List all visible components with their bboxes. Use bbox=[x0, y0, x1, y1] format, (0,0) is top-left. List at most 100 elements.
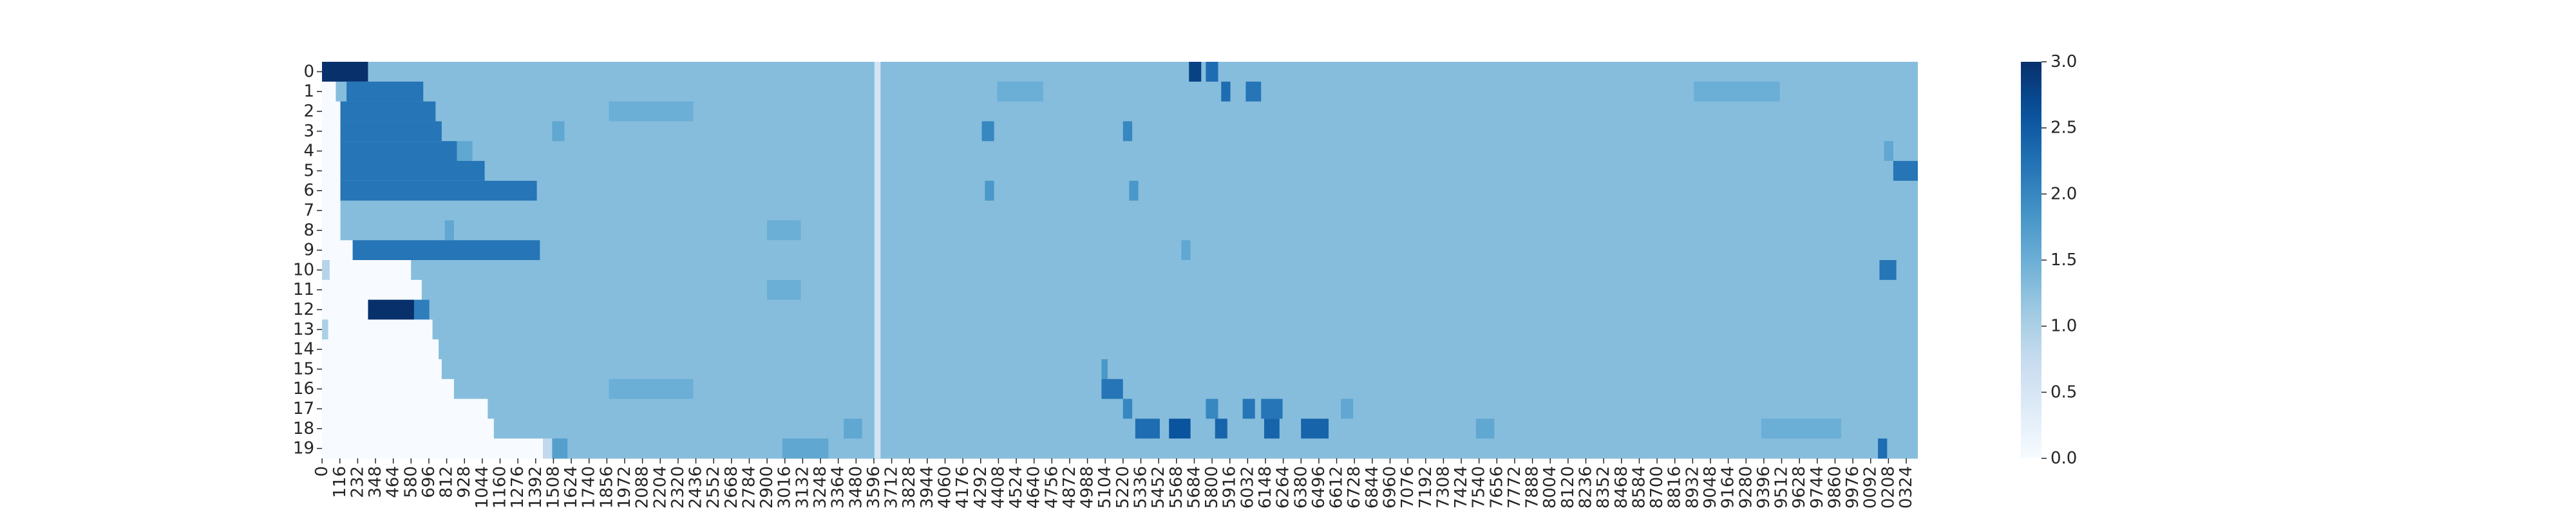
heatmap-cell bbox=[411, 260, 1918, 281]
heatmap-cell bbox=[322, 260, 330, 281]
y-tick-label: 5 bbox=[303, 161, 314, 180]
x-tick-label: 4176 bbox=[953, 466, 972, 509]
heatmap-cell bbox=[340, 200, 1918, 221]
x-tick-label: 4640 bbox=[1025, 466, 1044, 509]
colorbar-tick-label: 2.0 bbox=[2050, 184, 2077, 203]
x-tick-label: 9744 bbox=[1808, 466, 1827, 509]
x-tick-label: 7540 bbox=[1470, 466, 1489, 509]
x-tick-label: 2320 bbox=[668, 466, 688, 509]
x-tick-label: 6960 bbox=[1380, 466, 1399, 509]
x-tick-label: 3480 bbox=[846, 466, 866, 509]
y-tick-label: 19 bbox=[293, 439, 314, 458]
x-tick-label: 4524 bbox=[1007, 466, 1026, 509]
x-tick-label: 1044 bbox=[473, 466, 492, 509]
x-tick-label: 6380 bbox=[1291, 466, 1311, 509]
x-tick-label: 580 bbox=[401, 466, 421, 498]
y-tick-label: 18 bbox=[293, 419, 314, 438]
x-tick-label: 3016 bbox=[775, 466, 795, 509]
x-tick-label: 7772 bbox=[1505, 466, 1524, 509]
x-tick-label: 4408 bbox=[989, 466, 1008, 509]
heatmap-cell bbox=[429, 299, 1918, 320]
x-tick-label: 8004 bbox=[1540, 466, 1560, 509]
x-axis-ticks: 0116232348464580696812928104411601276139… bbox=[312, 458, 1916, 509]
heatmap-cell bbox=[609, 379, 694, 400]
heatmap-cell bbox=[1475, 418, 1495, 439]
x-tick-label: 0 bbox=[312, 466, 332, 477]
heatmap-cell bbox=[322, 438, 544, 459]
heatmap-cell bbox=[439, 339, 1918, 360]
heatmap-cell bbox=[340, 141, 457, 162]
x-tick-label: 232 bbox=[348, 466, 367, 498]
heatmap-cell bbox=[1129, 180, 1139, 201]
heatmap-cell bbox=[782, 438, 829, 459]
x-tick-label: 116 bbox=[330, 466, 350, 498]
y-tick-label: 8 bbox=[303, 221, 314, 240]
x-tick-label: 8468 bbox=[1612, 466, 1631, 509]
heatmap-cell bbox=[340, 141, 1918, 162]
heatmap-cell bbox=[340, 220, 1918, 241]
x-tick-label: 0092 bbox=[1861, 466, 1880, 509]
colorbar-tick-label: 3.0 bbox=[2050, 52, 2077, 71]
y-tick-label: 14 bbox=[293, 340, 314, 359]
x-tick-label: 5916 bbox=[1220, 466, 1240, 509]
x-tick-label: 2436 bbox=[687, 466, 706, 509]
colorbar-tick-label: 2.5 bbox=[2050, 118, 2077, 138]
heatmap-cell bbox=[493, 418, 1918, 439]
heatmap-cell bbox=[1245, 81, 1262, 102]
heatmap-cell bbox=[352, 240, 1918, 261]
x-tick-label: 7888 bbox=[1523, 466, 1542, 509]
heatmap-cell bbox=[552, 121, 565, 142]
heatmap-cell bbox=[1122, 398, 1133, 419]
x-tick-label: 6148 bbox=[1256, 466, 1275, 509]
x-tick-label: 3248 bbox=[811, 466, 830, 509]
x-tick-label: 1276 bbox=[508, 466, 527, 509]
heatmap-cell bbox=[766, 220, 801, 241]
x-tick-label: 2668 bbox=[722, 466, 741, 509]
x-tick-label: 8352 bbox=[1594, 466, 1613, 509]
heatmap-cell bbox=[340, 101, 436, 122]
x-tick-label: 4060 bbox=[935, 466, 954, 509]
heatmap-cell bbox=[1215, 418, 1227, 439]
heatmap-cell bbox=[457, 141, 473, 162]
x-tick-label: 5452 bbox=[1149, 466, 1168, 509]
heatmap-cell bbox=[985, 180, 994, 201]
heatmap-cell bbox=[322, 220, 341, 241]
heatmap-cell bbox=[340, 121, 442, 142]
x-tick-label: 5800 bbox=[1202, 466, 1222, 509]
heatmap-cell bbox=[441, 359, 1918, 380]
heatmap-cell bbox=[322, 81, 336, 102]
heatmap-cell bbox=[1341, 398, 1354, 419]
y-tick-label: 11 bbox=[293, 280, 314, 299]
heatmap-cell bbox=[1893, 161, 1918, 182]
heatmap-cell bbox=[1878, 438, 1888, 459]
y-tick-label: 10 bbox=[293, 260, 314, 279]
y-tick-label: 13 bbox=[293, 320, 314, 339]
heatmap-cell bbox=[322, 339, 439, 360]
x-tick-label: 9512 bbox=[1772, 466, 1792, 509]
y-tick-label: 16 bbox=[293, 379, 314, 398]
colorbar-tick-label: 1.0 bbox=[2050, 317, 2077, 336]
x-tick-label: 8120 bbox=[1558, 466, 1578, 509]
x-tick-label: 3596 bbox=[864, 466, 884, 509]
x-tick-label: 8236 bbox=[1577, 466, 1596, 509]
x-tick-label: 6612 bbox=[1327, 466, 1347, 509]
colorbar-tick-label: 0.5 bbox=[2050, 382, 2077, 402]
heatmap-cell bbox=[322, 121, 341, 142]
x-tick-label: 928 bbox=[455, 466, 474, 498]
x-tick-label: 2784 bbox=[739, 466, 759, 509]
heatmap-cell bbox=[340, 180, 537, 201]
heatmap-cell bbox=[1169, 418, 1191, 439]
x-tick-label: 3132 bbox=[793, 466, 812, 509]
heatmap-cell bbox=[1221, 81, 1231, 102]
heatmap-cell bbox=[322, 398, 488, 419]
x-tick-label: 9860 bbox=[1825, 466, 1844, 509]
x-tick-label: 5220 bbox=[1113, 466, 1133, 509]
heatmap-cell bbox=[1301, 418, 1329, 439]
heatmap-cell bbox=[322, 180, 341, 201]
heatmap-cell bbox=[340, 161, 1918, 182]
heatmap-cell bbox=[488, 398, 1918, 419]
x-tick-label: 9628 bbox=[1790, 466, 1809, 509]
heatmap-cell bbox=[609, 101, 694, 122]
